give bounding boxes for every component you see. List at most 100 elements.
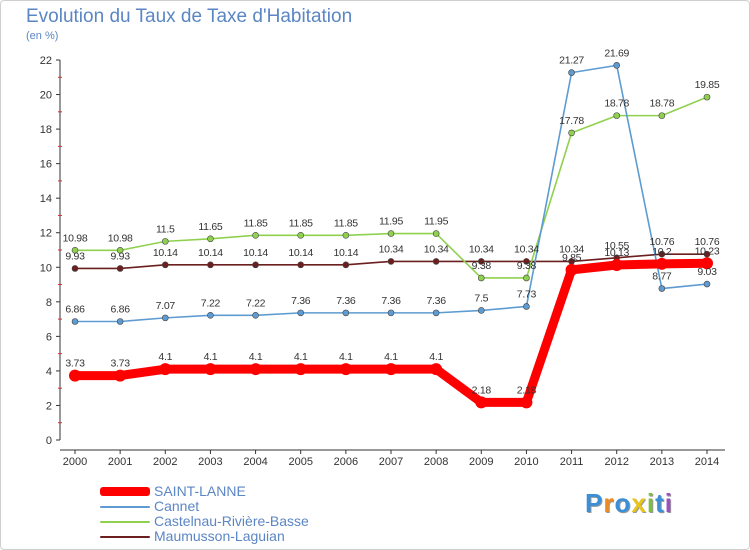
- y-tick-label: 12: [40, 228, 52, 240]
- series-1-point: [658, 285, 666, 292]
- series-0-data-label: 10.2: [652, 246, 672, 258]
- series-1-data-label: 6.86: [65, 304, 85, 316]
- series-0-point: [475, 396, 488, 409]
- x-tick-label: 2013: [650, 456, 674, 468]
- series-2-point: [252, 232, 259, 239]
- series-1-data-label: 7.36: [336, 295, 356, 307]
- series-0-data-label: 4.1: [429, 351, 443, 363]
- series-0-point: [430, 363, 443, 376]
- series-1-data-label: 7.07: [156, 300, 176, 312]
- series-2-data-label: 11.65: [198, 221, 222, 233]
- series-2-data-label: 11.95: [424, 216, 448, 228]
- x-tick-label: 2000: [63, 456, 87, 468]
- series-2-point: [703, 93, 711, 101]
- series-3-point: [523, 258, 530, 265]
- series-3-data-label: 10.14: [333, 247, 358, 259]
- series-1-data-label: 8.77: [652, 271, 672, 283]
- brand-letter: x: [631, 488, 647, 518]
- series-2-data-label: 18.78: [649, 98, 674, 110]
- series-0-point: [385, 363, 397, 376]
- brand-letter: i: [664, 488, 673, 518]
- series-0-point: [114, 369, 127, 382]
- x-tick-label: 2008: [424, 456, 448, 468]
- series-2-point: [568, 129, 575, 137]
- series-2-data-label: 10.98: [108, 232, 133, 244]
- series-0-point: [610, 259, 623, 272]
- series-2-point: [207, 235, 214, 243]
- x-tick-label: 2014: [695, 456, 719, 468]
- series-1-data-label: 21.27: [559, 55, 584, 67]
- series-1-data-label: 6.86: [111, 304, 131, 316]
- series-2-point: [342, 232, 350, 239]
- series-3-data-label: 10.34: [514, 243, 539, 255]
- series-3-data-label: 9.93: [65, 250, 85, 262]
- series-0-data-label: 4.1: [204, 351, 218, 363]
- series-1-point: [523, 303, 530, 310]
- series-0-data-label: 4.1: [294, 351, 308, 363]
- x-tick-label: 2012: [604, 456, 628, 468]
- y-tick-label: 10: [40, 262, 52, 274]
- x-tick-label: 2009: [469, 456, 493, 468]
- brand-letter: P: [585, 488, 604, 518]
- y-tick-label: 0: [46, 435, 52, 447]
- series-0-point: [249, 363, 262, 376]
- brand-logo: Proxiti: [585, 488, 673, 519]
- series-3-point: [342, 261, 350, 269]
- series-0-data-label: 2.18: [472, 384, 492, 396]
- series-0-point: [69, 369, 81, 382]
- series-3-data-label: 10.34: [424, 243, 449, 255]
- series-0-line: [70, 258, 712, 407]
- y-tick-label: 22: [40, 55, 52, 67]
- y-tick-label: 16: [40, 159, 52, 171]
- series-0-data-label: 3.73: [65, 358, 85, 370]
- x-tick-label: 2011: [560, 456, 584, 468]
- brand-letter: t: [655, 488, 665, 518]
- series-0-point: [294, 363, 307, 376]
- series-2-point: [71, 247, 79, 254]
- x-tick-label: 2006: [334, 456, 358, 468]
- series-2-data-label: 11.85: [334, 217, 358, 229]
- series-1-point: [297, 309, 305, 317]
- series-1-point: [342, 309, 350, 317]
- series-3-point: [432, 258, 440, 265]
- series-2-point: [432, 230, 440, 237]
- series-3-point: [387, 258, 395, 265]
- series-0-data-label: 4.1: [339, 351, 353, 363]
- series-3-point: [297, 261, 305, 269]
- series-1-data-label: 7.22: [246, 297, 266, 309]
- series-1-point: [387, 309, 395, 317]
- series-0-data-label: 9.85: [562, 252, 582, 264]
- series-0-data-label: 3.73: [111, 358, 131, 370]
- series-1-point: [71, 318, 79, 325]
- brand-letter: o: [614, 488, 632, 518]
- series-1-point: [161, 314, 169, 322]
- y-tick-label: 14: [40, 193, 52, 205]
- legend-label: SAINT-LANNE: [154, 483, 246, 499]
- series-3-point: [71, 265, 79, 272]
- x-tick-label: 2007: [379, 456, 403, 468]
- series-0-point: [520, 396, 533, 409]
- series-1-point: [568, 69, 575, 76]
- series-0-point: [159, 363, 172, 376]
- series-1-data-label: 7.36: [381, 295, 401, 307]
- axes: 0 2 4 6 8 10 12 14 16 18 20 22 2000 2001 2002 2003 2004 2…: [40, 55, 725, 468]
- series-1-point: [116, 318, 124, 325]
- series-3-data-label: 10.14: [198, 247, 223, 259]
- series-2-point: [161, 238, 169, 245]
- series-2-point: [297, 232, 305, 239]
- series-2-data-label: 18.78: [604, 98, 629, 110]
- series-3-point: [116, 265, 124, 272]
- brand-letter: i: [646, 488, 656, 518]
- x-tick-label: 2005: [288, 456, 312, 468]
- series-3-data-label: 10.14: [243, 247, 268, 259]
- series-1-point: [613, 62, 621, 69]
- series-lines: [69, 62, 713, 409]
- series-0-data-label: 4.1: [384, 351, 398, 363]
- series-3-point: [207, 261, 214, 269]
- series-2-data-label: 11.85: [289, 217, 313, 229]
- series-1-data-label: 7.5: [474, 292, 488, 304]
- legend-swatch-maumusson: [100, 535, 150, 538]
- legend-swatch-castelnau: [100, 520, 150, 523]
